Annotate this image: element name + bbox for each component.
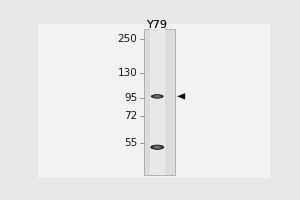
Ellipse shape [154,146,161,149]
Polygon shape [177,93,185,100]
Ellipse shape [153,95,162,98]
Bar [145,29,175,175]
Ellipse shape [153,146,161,149]
Ellipse shape [152,95,162,98]
Text: 72: 72 [124,111,137,121]
Text: Y79: Y79 [147,20,168,30]
Ellipse shape [155,96,160,97]
Text: 130: 130 [118,68,137,78]
Ellipse shape [152,145,162,149]
Text: 55: 55 [124,138,137,148]
Ellipse shape [150,145,164,150]
Ellipse shape [155,96,159,97]
Ellipse shape [155,146,160,148]
Ellipse shape [153,95,161,98]
Ellipse shape [152,95,163,98]
Ellipse shape [152,145,163,149]
Ellipse shape [154,146,160,148]
Text: Y79: Y79 [147,20,168,30]
Bar [150,29,165,175]
Ellipse shape [152,94,163,98]
Text: 95: 95 [124,93,137,103]
Ellipse shape [155,146,159,148]
Ellipse shape [152,145,163,149]
Ellipse shape [154,95,160,97]
Ellipse shape [151,145,164,150]
Ellipse shape [151,94,164,98]
Ellipse shape [154,95,160,97]
Text: 250: 250 [118,34,137,44]
